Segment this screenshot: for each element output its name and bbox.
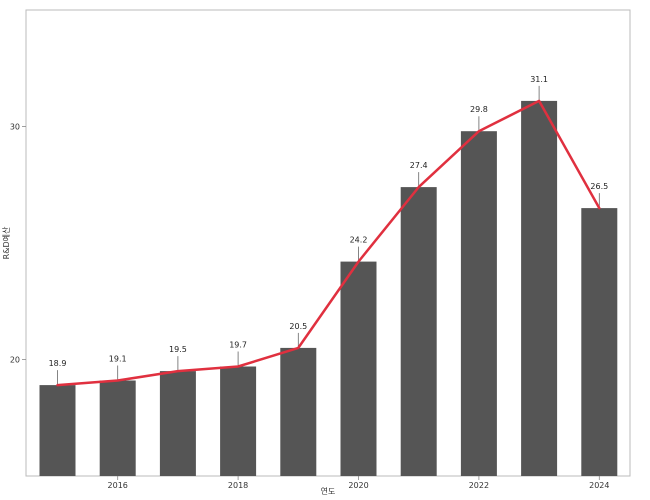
bar-2019: [280, 347, 317, 476]
plot-frame: [25, 9, 631, 477]
line-overlay-group: [56, 99, 601, 387]
x-axis-title: 연도: [321, 487, 336, 496]
x-tick-label-2020: 2020: [348, 481, 368, 490]
data-label-2016: 19.1: [109, 355, 127, 364]
bar-2016: [99, 380, 136, 476]
data-label-2019: 20.5: [289, 322, 307, 331]
bar-2021: [400, 187, 437, 476]
data-label-2024: 26.5: [590, 182, 608, 191]
y-tick-label-20: 20: [10, 356, 20, 365]
x-tick-label-2022: 2022: [469, 481, 489, 490]
data-label-2015: 18.9: [49, 359, 67, 368]
bar-2017: [159, 371, 196, 476]
data-label-2020: 24.2: [350, 236, 368, 245]
trend-line: [56, 99, 601, 387]
x-tick-label-2016: 2016: [108, 481, 128, 490]
label-leaders-group: [57, 85, 600, 386]
data-label-2023: 31.1: [530, 75, 548, 84]
x-tick-label-2024: 2024: [589, 481, 609, 490]
x-tick-label-2018: 2018: [228, 481, 248, 490]
y-tick-label-30: 30: [10, 123, 20, 132]
bar-2022: [460, 131, 497, 476]
data-label-2017: 19.5: [169, 345, 187, 354]
bar-2020: [340, 261, 377, 476]
bar-2015: [39, 385, 76, 476]
data-label-2018: 19.7: [229, 341, 247, 350]
bar-2018: [220, 366, 257, 476]
bars-group: [39, 100, 618, 477]
data-label-2022: 29.8: [470, 105, 488, 114]
bar-2024: [581, 208, 618, 476]
x-axis: 2016 2018 2020 2022 2024: [108, 476, 609, 490]
data-label-2021: 27.4: [410, 161, 428, 170]
bar-2023: [521, 100, 558, 477]
data-labels-group: 18.9 19.1 19.5 19.7 20.5 24.2 27.4 29.8 31.1 26.5: [49, 75, 609, 368]
y-axis-title: R&D예산: [1, 226, 11, 259]
